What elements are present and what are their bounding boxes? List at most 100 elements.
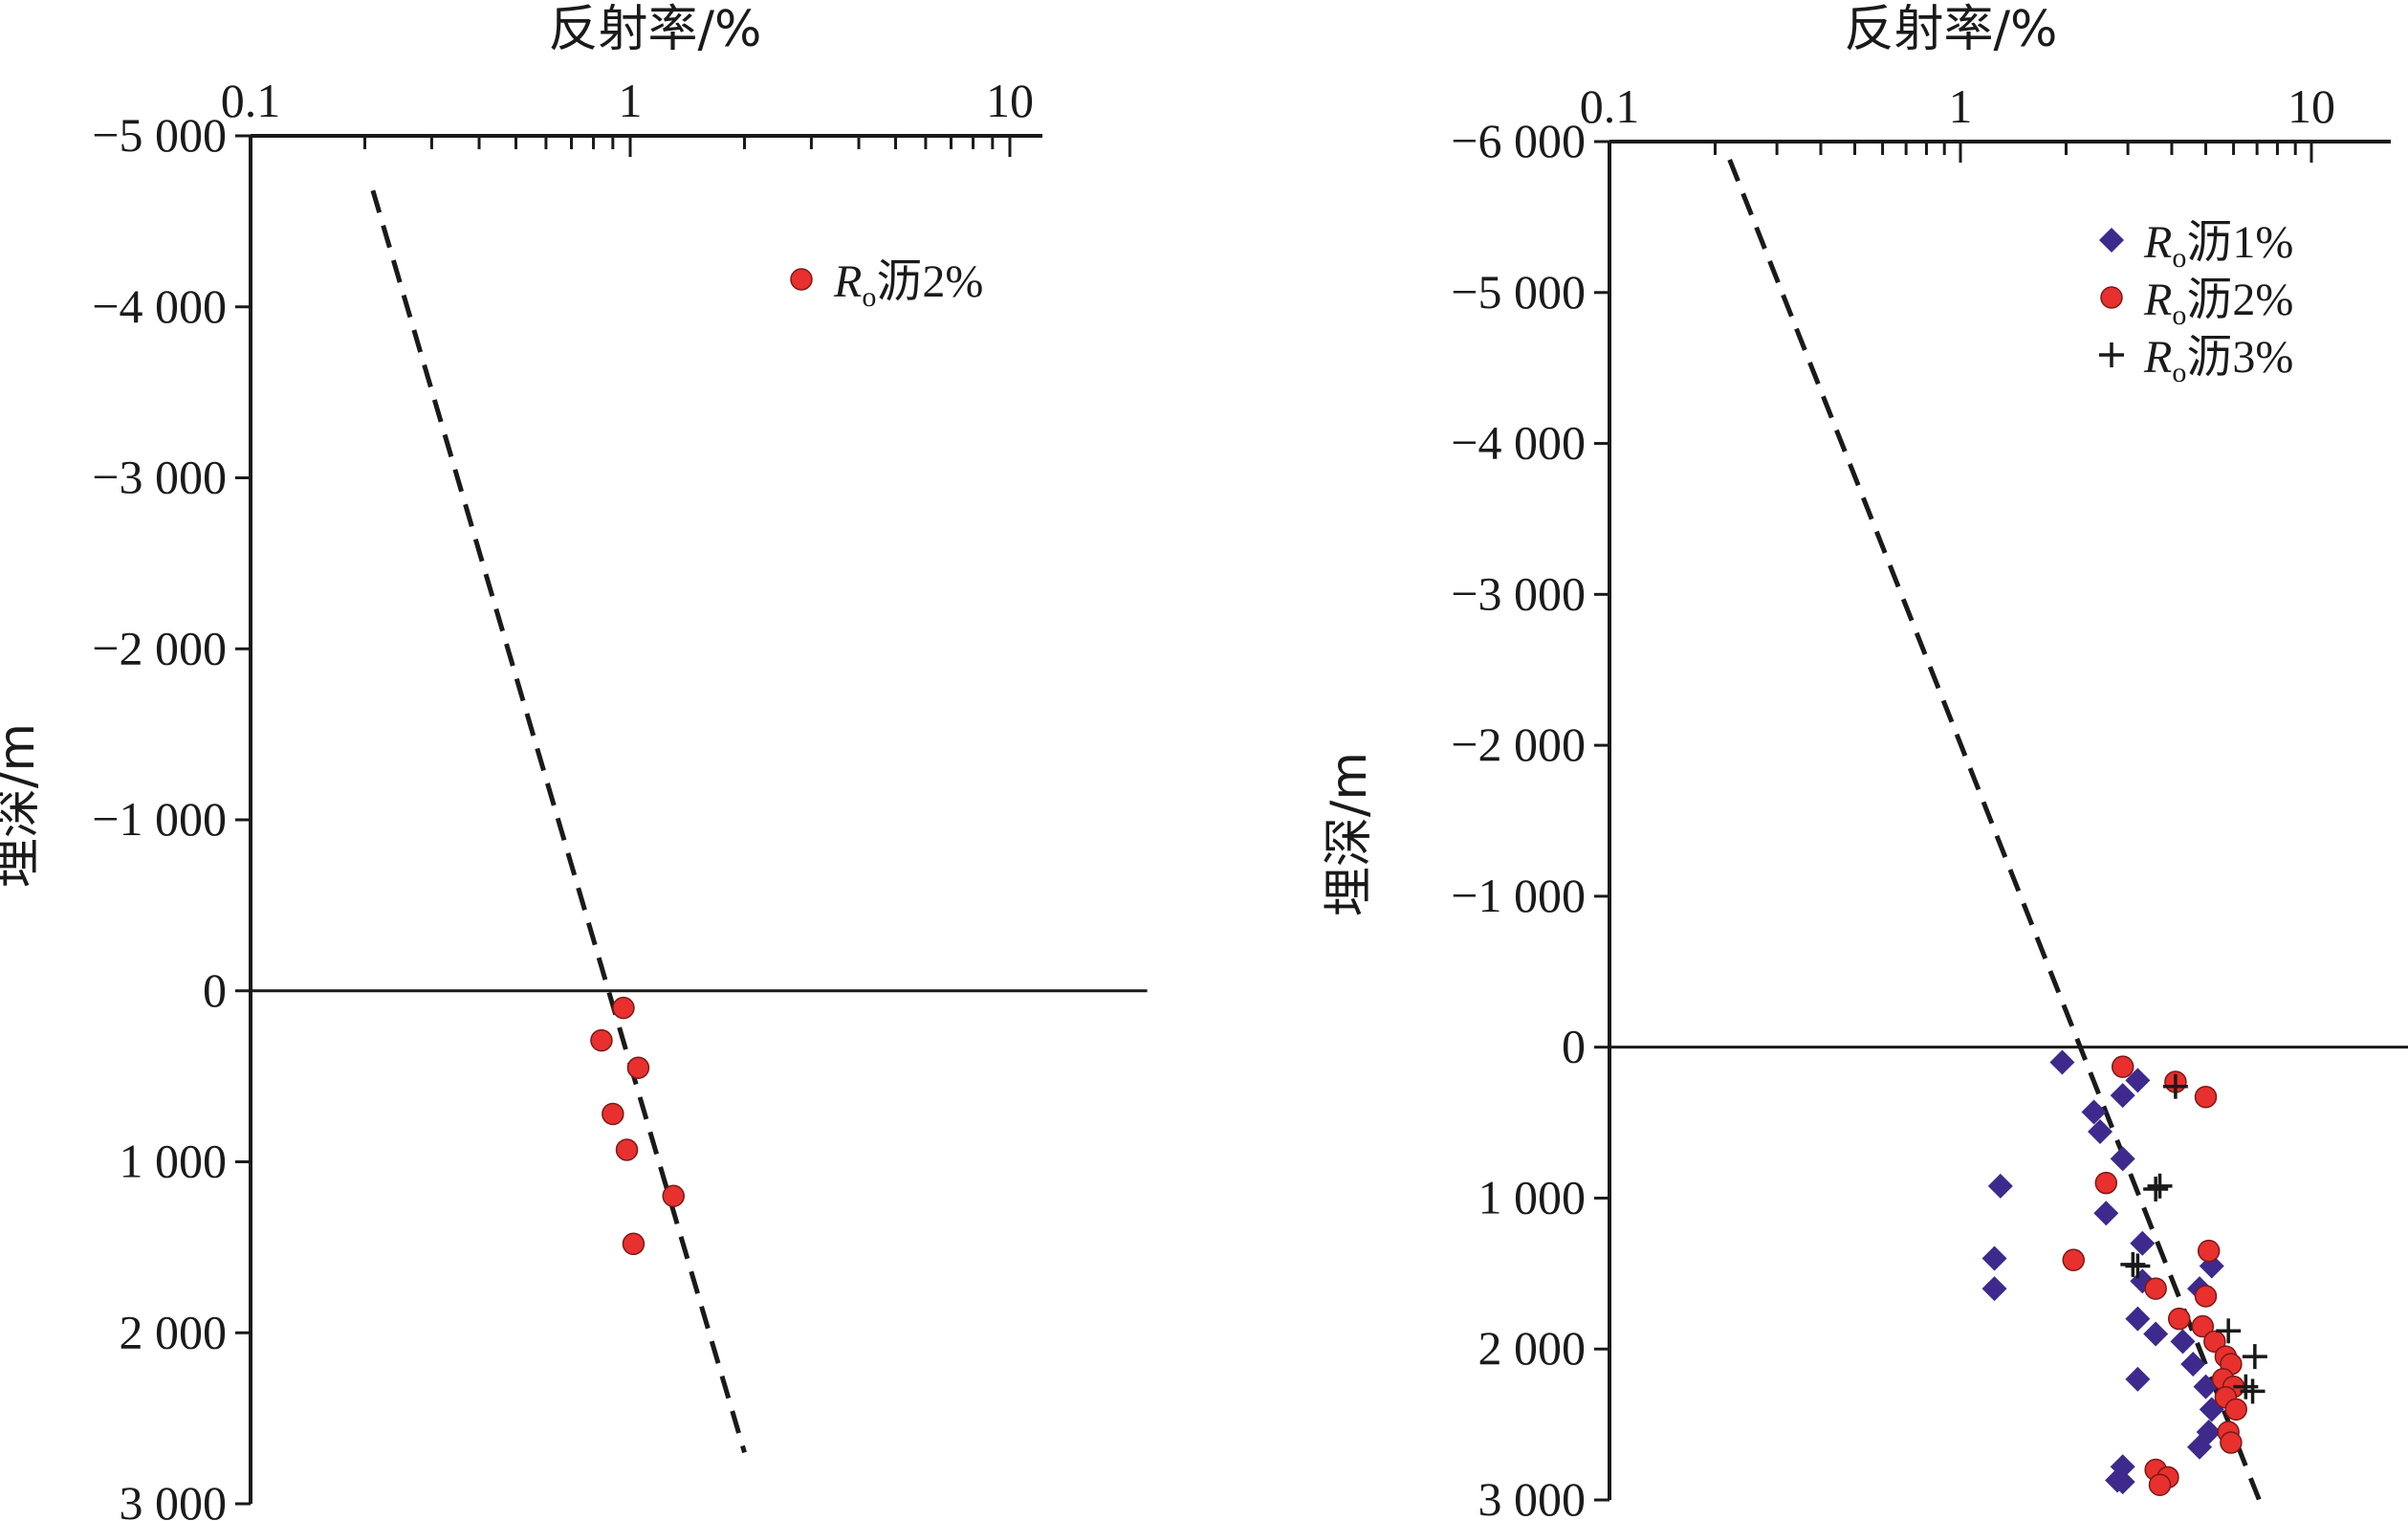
data-point-circle — [590, 1028, 613, 1052]
data-point-circle — [615, 1138, 639, 1161]
y-tick-label: −3 000 — [1451, 566, 1586, 620]
data-point-circle — [2111, 1055, 2134, 1078]
data-point-circle — [2062, 1248, 2086, 1271]
legend-text: 沥2% — [2186, 275, 2293, 325]
legend-marker-circle — [790, 268, 813, 291]
series-2 — [2062, 1055, 2247, 1496]
x-tick-label: 0.1 — [1580, 79, 1640, 133]
legend-label: Ro沥2% — [2143, 275, 2293, 331]
y-tick-label: 1 000 — [1478, 1170, 1587, 1223]
data-point-circle — [612, 996, 635, 1020]
legend-marker-circle — [2100, 286, 2123, 309]
legend-label: Ro沥3% — [2143, 332, 2293, 388]
legend: Ro沥1%Ro沥2%Ro沥3% — [2099, 217, 2293, 388]
legend-symbol: R — [833, 256, 862, 307]
data-point-diamond — [2110, 1146, 2135, 1172]
data-point-circle — [2194, 1085, 2218, 1109]
y-tick-label: −4 000 — [92, 279, 227, 333]
y-tick-label: −1 000 — [92, 792, 227, 846]
data-point-circle — [2194, 1285, 2218, 1308]
legend-marker-plus — [2099, 342, 2124, 367]
y-tick-label: −5 000 — [1451, 265, 1586, 319]
data-point-plus — [2125, 1253, 2151, 1279]
data-point-diamond — [2093, 1201, 2119, 1226]
legend-subscript: o — [862, 281, 876, 313]
legend-text: 沥1% — [2186, 217, 2293, 268]
x-tick-label: 0.1 — [221, 74, 281, 127]
data-point-diamond — [1981, 1276, 2007, 1302]
data-point-circle — [602, 1102, 624, 1126]
data-point-diamond — [2125, 1068, 2151, 1093]
y-tick-label: −1 000 — [1451, 869, 1586, 922]
y-tick-label: 1 000 — [120, 1135, 228, 1188]
data-point-diamond — [2125, 1366, 2151, 1392]
data-point-diamond — [2143, 1321, 2169, 1347]
series-3 — [2120, 1073, 2267, 1404]
data-point-diamond — [2088, 1119, 2113, 1145]
chart-panel-1: 0.1 1 10 反射率/% −5 000 −4 000 −3 000 −2 000 −1 00… — [0, 1, 1148, 1521]
data-point-diamond — [2110, 1469, 2135, 1495]
legend-text: 沥2% — [876, 256, 983, 307]
data-point-circle — [2144, 1277, 2167, 1300]
data-point-diamond — [2187, 1434, 2213, 1460]
y-tick-label: 3 000 — [120, 1476, 228, 1521]
trend-line — [370, 189, 747, 1454]
y-tick-label: −5 000 — [92, 108, 227, 162]
data-point-circle — [2191, 1314, 2215, 1338]
y-tick-label: −2 000 — [92, 621, 227, 674]
data-point-circle — [2148, 1473, 2172, 1496]
y-tick-label: 0 — [203, 963, 227, 1017]
x-tick-label: 10 — [2288, 79, 2335, 133]
y-tick-label: −6 000 — [1451, 114, 1586, 167]
y-tick-label: 2 000 — [120, 1305, 228, 1358]
legend-label: Ro沥1% — [2143, 217, 2293, 274]
y-tick-label: 2 000 — [1478, 1321, 1587, 1375]
y-tick-label: −4 000 — [1451, 416, 1586, 470]
data-point-circle — [2094, 1171, 2118, 1195]
data-point-plus — [2242, 1344, 2267, 1370]
data-point-plus — [2216, 1318, 2242, 1344]
legend-subscript: o — [2172, 299, 2186, 331]
data-point-circle — [2220, 1431, 2243, 1454]
data-point-circle — [662, 1184, 685, 1207]
x-axis-title: 反射率/% — [549, 1, 762, 58]
legend-subscript: o — [2172, 242, 2186, 274]
data-point-diamond — [2081, 1099, 2107, 1125]
x-tick-label: 1 — [619, 74, 643, 127]
data-point-circle — [626, 1056, 650, 1079]
data-point-diamond — [2170, 1329, 2196, 1355]
legend-marker-diamond — [2099, 228, 2124, 253]
legend: Ro沥2% — [790, 256, 983, 313]
data-point-circle — [2167, 1307, 2191, 1331]
y-axis-title: 埋深/m — [0, 723, 46, 888]
legend-symbol: R — [2143, 275, 2172, 325]
data-point-diamond — [2130, 1230, 2156, 1256]
y-tick-label: 0 — [1562, 1020, 1586, 1073]
legend-label: Ro沥2% — [833, 256, 983, 313]
x-axis-title: 反射率/% — [1845, 1, 2058, 58]
y-tick-label: 3 000 — [1478, 1472, 1587, 1521]
data-point-circle — [2197, 1239, 2221, 1263]
y-tick-label: −2 000 — [1451, 717, 1586, 771]
data-point-diamond — [2049, 1049, 2075, 1075]
x-tick-label: 10 — [986, 74, 1034, 127]
data-point-plus — [2162, 1073, 2188, 1099]
data-point-plus — [2240, 1378, 2266, 1404]
series-1 — [590, 996, 685, 1256]
legend-text: 沥3% — [2186, 332, 2293, 383]
data-point-plus — [2143, 1176, 2169, 1201]
data-point-diamond — [2125, 1306, 2151, 1332]
legend-symbol: R — [2143, 217, 2172, 268]
y-tick-label: −3 000 — [92, 451, 227, 504]
legend-symbol: R — [2143, 332, 2172, 383]
legend-subscript: o — [2172, 357, 2186, 388]
series-1 — [1981, 1049, 2224, 1495]
data-point-diamond — [1981, 1245, 2007, 1271]
data-point-circle — [2203, 1330, 2226, 1354]
x-tick-label: 1 — [1949, 79, 1973, 133]
chart-panel-2: 0.1 1 10 反射率/% −6 000 −5 000 −4 000 −3 000 −2 00… — [1321, 1, 2408, 1521]
trend-line — [1727, 159, 2262, 1501]
data-point-diamond — [2180, 1352, 2206, 1377]
y-axis-title: 埋深/m — [1321, 752, 1378, 916]
